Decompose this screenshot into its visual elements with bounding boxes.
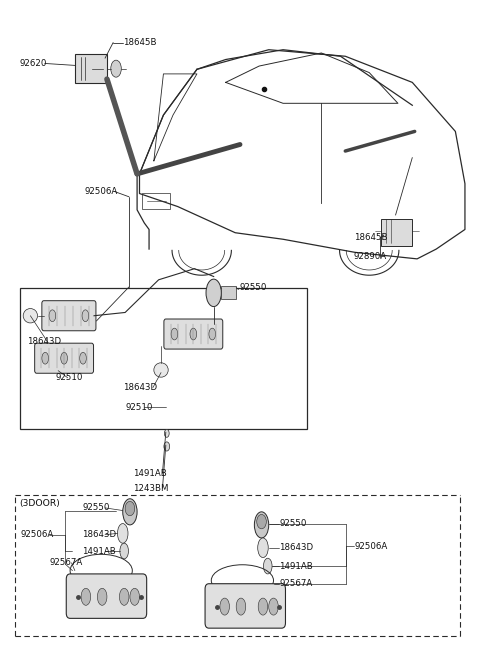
Ellipse shape bbox=[154, 363, 168, 377]
Text: 92550: 92550 bbox=[239, 283, 266, 292]
Text: 92550: 92550 bbox=[82, 504, 109, 512]
Ellipse shape bbox=[206, 279, 221, 307]
Ellipse shape bbox=[111, 60, 121, 77]
FancyBboxPatch shape bbox=[205, 584, 286, 628]
Ellipse shape bbox=[171, 328, 178, 340]
Text: 1491AB: 1491AB bbox=[133, 469, 167, 477]
Ellipse shape bbox=[164, 442, 169, 451]
Text: 92506A: 92506A bbox=[84, 187, 118, 196]
Ellipse shape bbox=[49, 310, 56, 322]
Ellipse shape bbox=[120, 588, 129, 605]
Ellipse shape bbox=[118, 523, 128, 543]
Text: 18645B: 18645B bbox=[123, 38, 156, 47]
Text: 18643D: 18643D bbox=[279, 543, 313, 552]
FancyBboxPatch shape bbox=[42, 301, 96, 331]
Text: 1491AB: 1491AB bbox=[82, 546, 116, 555]
Ellipse shape bbox=[125, 501, 135, 515]
Ellipse shape bbox=[269, 598, 278, 615]
Text: 92890A: 92890A bbox=[354, 252, 387, 261]
Ellipse shape bbox=[164, 430, 169, 438]
Text: 92506A: 92506A bbox=[21, 530, 54, 539]
Ellipse shape bbox=[130, 588, 140, 605]
Bar bbox=[142, 193, 169, 208]
FancyBboxPatch shape bbox=[66, 574, 147, 618]
Bar bbox=[221, 286, 236, 299]
Text: 92550: 92550 bbox=[279, 519, 307, 528]
Ellipse shape bbox=[82, 310, 89, 322]
Text: 92510: 92510 bbox=[125, 403, 153, 412]
FancyBboxPatch shape bbox=[35, 343, 94, 373]
Ellipse shape bbox=[209, 328, 216, 340]
Bar bbox=[381, 219, 412, 246]
Text: (3DOOR): (3DOOR) bbox=[19, 499, 60, 508]
Text: 92567A: 92567A bbox=[49, 558, 83, 567]
Ellipse shape bbox=[23, 309, 37, 323]
Ellipse shape bbox=[254, 512, 269, 538]
Text: 18645B: 18645B bbox=[354, 233, 387, 242]
Text: 18643D: 18643D bbox=[123, 383, 157, 392]
Ellipse shape bbox=[190, 328, 197, 340]
Ellipse shape bbox=[257, 514, 266, 529]
Ellipse shape bbox=[61, 352, 68, 364]
Ellipse shape bbox=[42, 352, 48, 364]
Text: 1491AB: 1491AB bbox=[279, 561, 313, 571]
Text: 18643D: 18643D bbox=[27, 337, 61, 346]
Text: 92620: 92620 bbox=[20, 59, 47, 68]
Bar bbox=[20, 288, 307, 429]
Ellipse shape bbox=[81, 588, 91, 605]
Ellipse shape bbox=[123, 498, 137, 525]
Text: 92510: 92510 bbox=[56, 373, 83, 383]
Ellipse shape bbox=[80, 352, 86, 364]
Ellipse shape bbox=[264, 558, 272, 574]
Bar bbox=[75, 54, 108, 83]
FancyBboxPatch shape bbox=[164, 319, 223, 349]
Ellipse shape bbox=[258, 538, 268, 557]
Ellipse shape bbox=[220, 598, 229, 615]
Ellipse shape bbox=[120, 543, 129, 559]
Ellipse shape bbox=[236, 598, 246, 615]
Ellipse shape bbox=[258, 598, 268, 615]
Text: 18643D: 18643D bbox=[82, 530, 116, 539]
Text: 92567A: 92567A bbox=[279, 579, 312, 588]
Text: 1243BM: 1243BM bbox=[133, 484, 169, 493]
Ellipse shape bbox=[97, 588, 107, 605]
Text: 92506A: 92506A bbox=[355, 542, 388, 551]
